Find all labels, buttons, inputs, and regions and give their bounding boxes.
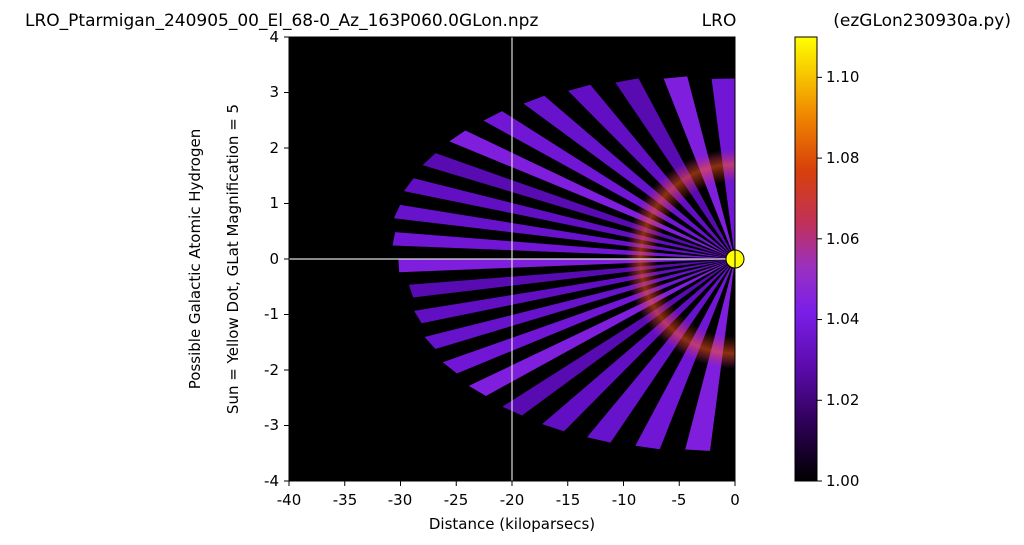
plot-area bbox=[288, 36, 745, 482]
chart-title-left: LRO_Ptarmigan_240905_00_El_68-0_Az_163P0… bbox=[25, 11, 538, 31]
x-axis: -40 -35 -30 -25 -20 -15 -10 -5 0 Distanc… bbox=[277, 481, 740, 533]
x-tick-label: -20 bbox=[500, 491, 525, 509]
y-tick-label: -4 bbox=[264, 472, 279, 490]
y-axis-label-line1: Possible Galactic Atomic Hydrogen bbox=[186, 129, 204, 389]
colorbar-gradient bbox=[794, 36, 818, 482]
x-tick-label: -40 bbox=[277, 491, 302, 509]
y-tick-label: 3 bbox=[269, 83, 279, 101]
x-tick-label: -15 bbox=[556, 491, 581, 509]
x-tick-label: -35 bbox=[333, 491, 358, 509]
chart-title-center: LRO bbox=[702, 11, 737, 31]
y-tick-label: -2 bbox=[264, 361, 279, 379]
colorbar-tick-label: 1.04 bbox=[826, 310, 859, 328]
x-axis-label: Distance (kiloparsecs) bbox=[429, 515, 595, 533]
colorbar-tick-label: 1.08 bbox=[826, 149, 859, 167]
y-axis: 4 3 2 1 0 -1 -2 -3 -4 Possible Galactic … bbox=[186, 28, 289, 490]
y-tick-label: 1 bbox=[269, 194, 279, 212]
x-tick-label: -30 bbox=[388, 491, 413, 509]
colorbar-tick-label: 1.02 bbox=[826, 391, 859, 409]
y-axis-label-line2: Sun = Yellow Dot, GLat Magnification = 5 bbox=[224, 104, 242, 414]
x-tick-label: -10 bbox=[612, 491, 637, 509]
colorbar-tick-label: 1.10 bbox=[826, 68, 859, 86]
y-tick-label: -3 bbox=[264, 416, 279, 434]
chart-title-right: (ezGLon230930a.py) bbox=[833, 11, 1011, 31]
colorbar-tick-label: 1.06 bbox=[826, 230, 859, 248]
x-tick-label: -5 bbox=[672, 491, 687, 509]
y-tick-label: 2 bbox=[269, 139, 279, 157]
y-tick-label: -1 bbox=[264, 305, 279, 323]
x-tick-label: -25 bbox=[444, 491, 469, 509]
colorbar: 1.00 1.02 1.04 1.06 1.08 1.10 bbox=[794, 36, 859, 490]
colorbar-tick-label: 1.00 bbox=[826, 472, 859, 490]
y-tick-label: 0 bbox=[269, 250, 279, 268]
x-tick-label: 0 bbox=[730, 491, 740, 509]
y-tick-label: 4 bbox=[269, 28, 279, 46]
